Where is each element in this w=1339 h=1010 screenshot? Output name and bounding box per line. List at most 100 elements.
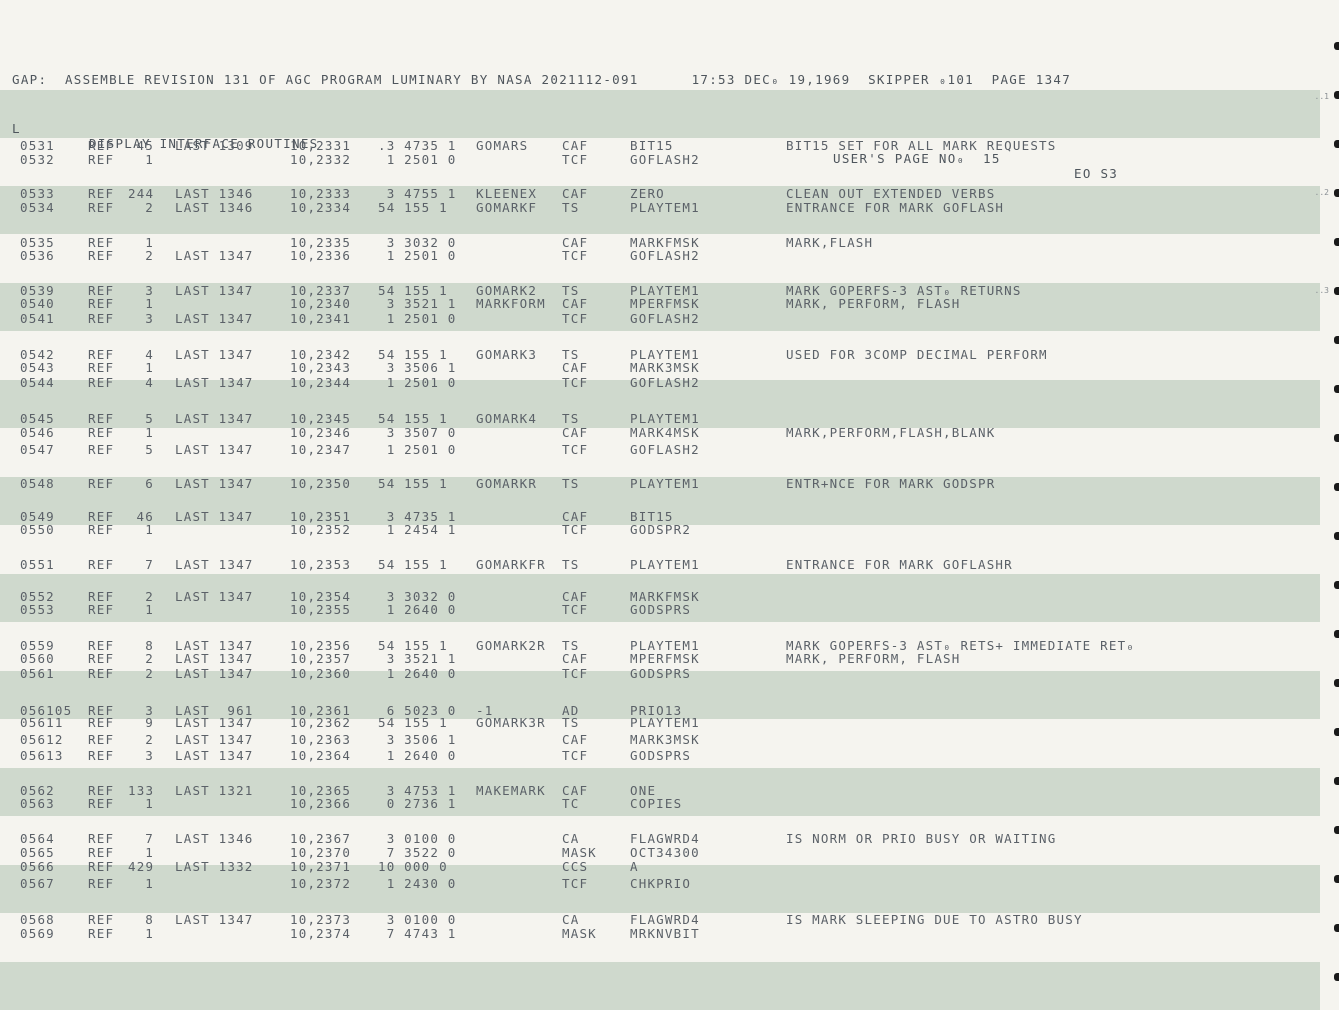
row-operand: PRIO13 — [630, 703, 683, 718]
listing-row: 0550 REF 1 10,2352 1 2454 1 TCF GODSPR2 — [0, 523, 1320, 537]
listing-row: 0542 REF 4 LAST 1347 10,2342 54 155 1 GOMARK3 T… — [0, 348, 1320, 362]
row-code: 54 155 1 — [378, 283, 448, 298]
row-refn: 1 — [145, 296, 154, 311]
listing-row: 0562 REF 133 LAST 1321 10,2365 3 4753 1 MAKEM… — [0, 784, 1320, 798]
row-refn: 7 — [145, 557, 154, 572]
row-addr: 10,2361 — [290, 703, 352, 718]
row-code: 1 2640 0 — [378, 602, 457, 617]
row-addr: 10,2347 — [290, 442, 352, 457]
row-refn: 1 — [145, 425, 154, 440]
row-ref: REF — [88, 783, 115, 798]
row-operand: MPERFMSK — [630, 296, 700, 311]
row-refn: 1 — [145, 926, 154, 941]
row-ref: REF — [88, 557, 115, 572]
row-ref: REF — [88, 796, 115, 811]
row-code: 1 2640 0 — [378, 666, 457, 681]
row-op: CAF — [562, 783, 589, 798]
row-operand: GOFLASH2 — [630, 442, 700, 457]
row-label: MAKEMARK — [476, 783, 546, 798]
row-refn: 2 — [145, 589, 154, 604]
assembly-header: GAP: ASSEMBLE REVISION 131 OF AGC PROGRA… — [12, 72, 1072, 87]
row-last: LAST 1347 — [175, 311, 254, 326]
row-op: CAF — [562, 589, 589, 604]
row-ref: REF — [88, 248, 115, 263]
listing-row: 0566 REF 429 LAST 1332 10,2371 10 000 0 CCS A — [0, 860, 1320, 874]
row-last: LAST 1321 — [175, 783, 254, 798]
row-code: 1 2501 0 — [378, 375, 457, 390]
row-op: TS — [562, 557, 580, 572]
row-ref: REF — [88, 651, 115, 666]
listing-row: 0563 REF 1 10,2366 0 2736 1 TC COPIES — [0, 797, 1320, 811]
sprocket-hole — [1334, 777, 1339, 785]
row-operand: FLAGWRD4 — [630, 831, 700, 846]
paper-band — [0, 90, 1320, 138]
row-loc: 0533 — [20, 186, 55, 201]
row-comment: USED FOR 3COMP DECIMAL PERFORM — [786, 347, 1048, 362]
row-last: LAST 1347 — [175, 557, 254, 572]
row-code: 54 155 1 — [378, 557, 448, 572]
row-loc: 0566 — [20, 859, 55, 874]
row-loc: 0534 — [20, 200, 55, 215]
row-ref: REF — [88, 476, 115, 491]
row-refn: 1 — [145, 235, 154, 250]
row-refn: 8 — [145, 638, 154, 653]
row-comment: MARK GOPERFS-3 AST₀ RETURNS — [786, 283, 1022, 298]
sprocket-hole — [1334, 434, 1339, 442]
paper-band — [0, 477, 1320, 525]
row-addr: 10,2356 — [290, 638, 352, 653]
row-op: TS — [562, 715, 580, 730]
row-label: MARKFORM — [476, 296, 546, 311]
row-comment: BIT15 SET FOR ALL MARK REQUESTS — [786, 138, 1057, 153]
row-code: 1 2640 0 — [378, 748, 457, 763]
sprocket-hole — [1334, 189, 1339, 197]
row-comment: MARK, PERFORM, FLASH — [786, 651, 961, 666]
row-label: GOMARS — [476, 138, 529, 153]
row-ref: REF — [88, 845, 115, 860]
row-last: LAST 1347 — [175, 509, 254, 524]
row-operand: PLAYTEM1 — [630, 557, 700, 572]
row-comment: CLEAN OUT EXTENDED VERBS — [786, 186, 996, 201]
row-last: LAST 1347 — [175, 248, 254, 263]
row-refn: 1 — [145, 876, 154, 891]
row-label: GOMARK2 — [476, 283, 538, 298]
row-refn: 5 — [145, 411, 154, 426]
listing-row: 0546 REF 1 10,2346 3 3507 0 CAF MARK4MSK MARK,… — [0, 426, 1320, 440]
row-code: 3 3507 0 — [378, 425, 457, 440]
row-op: TCF — [562, 666, 589, 681]
row-refn: 45 — [136, 138, 154, 153]
margin-mark: ..2 — [1314, 188, 1329, 197]
row-refn: 4 — [145, 347, 154, 362]
row-code: 3 4735 1 — [378, 509, 457, 524]
row-loc: 056105 — [20, 703, 73, 718]
listing-row: 0532 REF 1 10,2332 1 2501 0 TCF GOFLASH2 — [0, 153, 1320, 167]
row-comment: MARK, PERFORM, FLASH — [786, 296, 961, 311]
row-last: LAST 1347 — [175, 589, 254, 604]
sprocket-hole — [1334, 140, 1339, 148]
row-addr: 10,2331 — [290, 138, 352, 153]
row-loc: 0546 — [20, 425, 55, 440]
row-ref: REF — [88, 859, 115, 874]
row-operand: PLAYTEM1 — [630, 476, 700, 491]
row-ref: REF — [88, 926, 115, 941]
listing-row: 0551 REF 7 LAST 1347 10,2353 54 155 1 GOMARKFR… — [0, 558, 1320, 572]
listing-row: 0548 REF 6 LAST 1347 10,2350 54 155 1 GOMARKR T… — [0, 477, 1320, 491]
row-refn: 2 — [145, 732, 154, 747]
row-op: CAF — [562, 235, 589, 250]
row-op: CAF — [562, 509, 589, 524]
row-operand: GODSPRS — [630, 666, 692, 681]
row-operand: MARK4MSK — [630, 425, 700, 440]
row-operand: CHKPRIO — [630, 876, 692, 891]
row-operand: PLAYTEM1 — [630, 347, 700, 362]
row-code: 3 3521 1 — [378, 651, 457, 666]
sprocket-hole — [1334, 875, 1339, 883]
row-refn: 1 — [145, 796, 154, 811]
paper-band — [0, 671, 1320, 719]
row-refn: 9 — [145, 715, 154, 730]
row-operand: PLAYTEM1 — [630, 411, 700, 426]
row-operand: GOFLASH2 — [630, 152, 700, 167]
row-code: 54 155 1 — [378, 411, 448, 426]
row-comment: MARK GOPERFS-3 AST₀ RETS+ IMMEDIATE RET₀ — [786, 638, 1136, 653]
row-loc: 0542 — [20, 347, 55, 362]
row-last: LAST 1347 — [175, 638, 254, 653]
row-loc: 0548 — [20, 476, 55, 491]
